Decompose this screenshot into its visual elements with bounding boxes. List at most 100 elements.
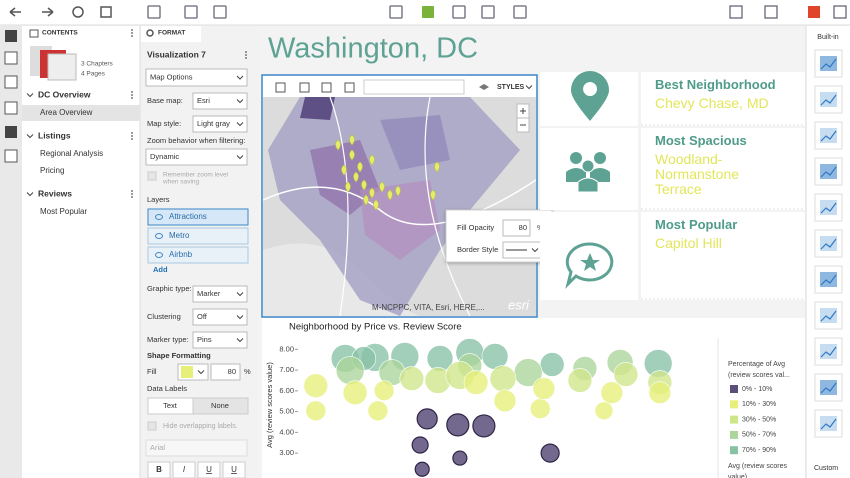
map-pin[interactable] (387, 189, 393, 201)
map-pin[interactable] (361, 179, 367, 191)
dropdown[interactable] (192, 92, 248, 110)
map-tool[interactable] (299, 82, 310, 93)
dropdown[interactable] (192, 331, 248, 349)
toolbar-icon[interactable] (184, 5, 198, 19)
bubble[interactable] (446, 413, 470, 437)
map-pin[interactable] (335, 139, 341, 151)
bubble[interactable] (367, 400, 389, 422)
toolbar-icon[interactable] (213, 5, 227, 19)
strip-icon[interactable] (4, 75, 18, 89)
legend-label[interactable]: 50% - 70% (742, 432, 776, 439)
bubble[interactable] (613, 362, 639, 387)
tab[interactable] (192, 397, 249, 415)
map-pin[interactable] (373, 199, 379, 211)
legend-swatch[interactable] (730, 446, 738, 455)
toolbar-icon[interactable] (422, 6, 434, 18)
map-pin[interactable] (369, 187, 375, 199)
toolbar-icon[interactable] (729, 5, 743, 19)
toolbar-icon[interactable] (42, 7, 54, 17)
dropdown[interactable] (192, 285, 248, 303)
section-title[interactable]: DC Overview (38, 89, 91, 99)
bubble[interactable] (594, 401, 614, 421)
toolbar-icon[interactable] (833, 5, 847, 19)
dropdown[interactable] (145, 148, 248, 166)
map-tool[interactable] (321, 82, 332, 93)
dropdown[interactable] (145, 68, 248, 87)
bubble[interactable] (489, 365, 517, 392)
toolbar-icon[interactable] (808, 6, 820, 18)
bubble[interactable] (373, 380, 395, 401)
legend-label[interactable]: 30% - 50% (742, 416, 776, 423)
toolbar-icon[interactable] (9, 7, 21, 17)
style-button[interactable] (222, 461, 246, 478)
map-tool[interactable] (275, 82, 286, 93)
input-box[interactable] (502, 219, 531, 237)
bubble[interactable] (472, 414, 496, 438)
legend-label[interactable]: 0% - 10% (742, 386, 772, 393)
toolbar-icon[interactable] (764, 5, 778, 19)
map-styles[interactable]: STYLES (497, 84, 525, 91)
bubble[interactable] (305, 400, 327, 422)
bubble[interactable] (399, 366, 425, 391)
map-pin[interactable] (345, 181, 351, 193)
map-tool[interactable] (344, 82, 355, 93)
legend-swatch[interactable] (730, 385, 738, 393)
section-title[interactable]: Reviews (38, 188, 72, 198)
bubble[interactable] (411, 436, 429, 454)
bubble[interactable] (539, 352, 565, 377)
map-pin[interactable] (395, 185, 401, 197)
layer-item[interactable] (147, 208, 249, 226)
strip-icon[interactable] (4, 149, 18, 163)
bubble[interactable] (532, 377, 556, 400)
toolbar-icon[interactable] (513, 5, 527, 19)
add-link[interactable]: Add (153, 265, 168, 274)
section-title[interactable]: Listings (38, 130, 71, 140)
strip-icon[interactable] (5, 30, 17, 42)
bubble[interactable] (600, 381, 624, 405)
bubble[interactable] (648, 381, 672, 405)
legend-swatch[interactable] (730, 400, 738, 409)
strip-icon[interactable] (5, 126, 17, 138)
toolbar-icon[interactable] (481, 5, 495, 19)
map-pin[interactable] (369, 154, 375, 166)
toolbar-icon[interactable] (452, 5, 466, 19)
bubble[interactable] (342, 380, 368, 406)
toolbar-icon[interactable] (72, 6, 84, 18)
style-button[interactable] (197, 461, 221, 478)
map-pin[interactable] (434, 161, 440, 173)
bubble[interactable] (529, 398, 551, 419)
dropdown[interactable] (192, 115, 248, 133)
layer-item[interactable] (147, 246, 249, 264)
map-pin[interactable] (341, 164, 347, 176)
page-item[interactable]: Most Popular (40, 207, 87, 216)
bubble[interactable] (452, 450, 468, 466)
toolbar-icon[interactable] (100, 6, 112, 18)
map-search[interactable] (363, 79, 465, 95)
strip-icon[interactable] (4, 101, 18, 115)
page-item[interactable]: Pricing (40, 166, 64, 175)
input-box[interactable] (210, 363, 241, 381)
bubble[interactable] (335, 356, 365, 385)
toolbar-icon[interactable] (147, 5, 161, 19)
map-pin[interactable] (353, 171, 359, 183)
map-pin[interactable] (379, 181, 385, 193)
bubble[interactable] (540, 443, 560, 463)
layer-item[interactable] (147, 227, 249, 245)
toolbar-icon[interactable] (389, 5, 403, 19)
map-pin[interactable] (357, 161, 363, 173)
map-pin[interactable] (363, 194, 369, 206)
legend-label[interactable]: 70% - 90% (742, 447, 776, 454)
bubble[interactable] (303, 373, 329, 398)
dropdown[interactable] (192, 308, 248, 326)
bubble[interactable] (493, 389, 517, 413)
legend-swatch[interactable] (730, 415, 738, 424)
bubble[interactable] (416, 408, 438, 430)
page-item[interactable]: Area Overview (40, 108, 93, 117)
bubble[interactable] (414, 461, 430, 477)
map-pin[interactable] (430, 189, 436, 201)
style-button[interactable] (172, 461, 196, 478)
bubble[interactable] (567, 368, 593, 393)
page-item[interactable]: Regional Analysis (40, 149, 103, 158)
legend-swatch[interactable] (730, 430, 738, 439)
style-button[interactable] (147, 461, 171, 478)
